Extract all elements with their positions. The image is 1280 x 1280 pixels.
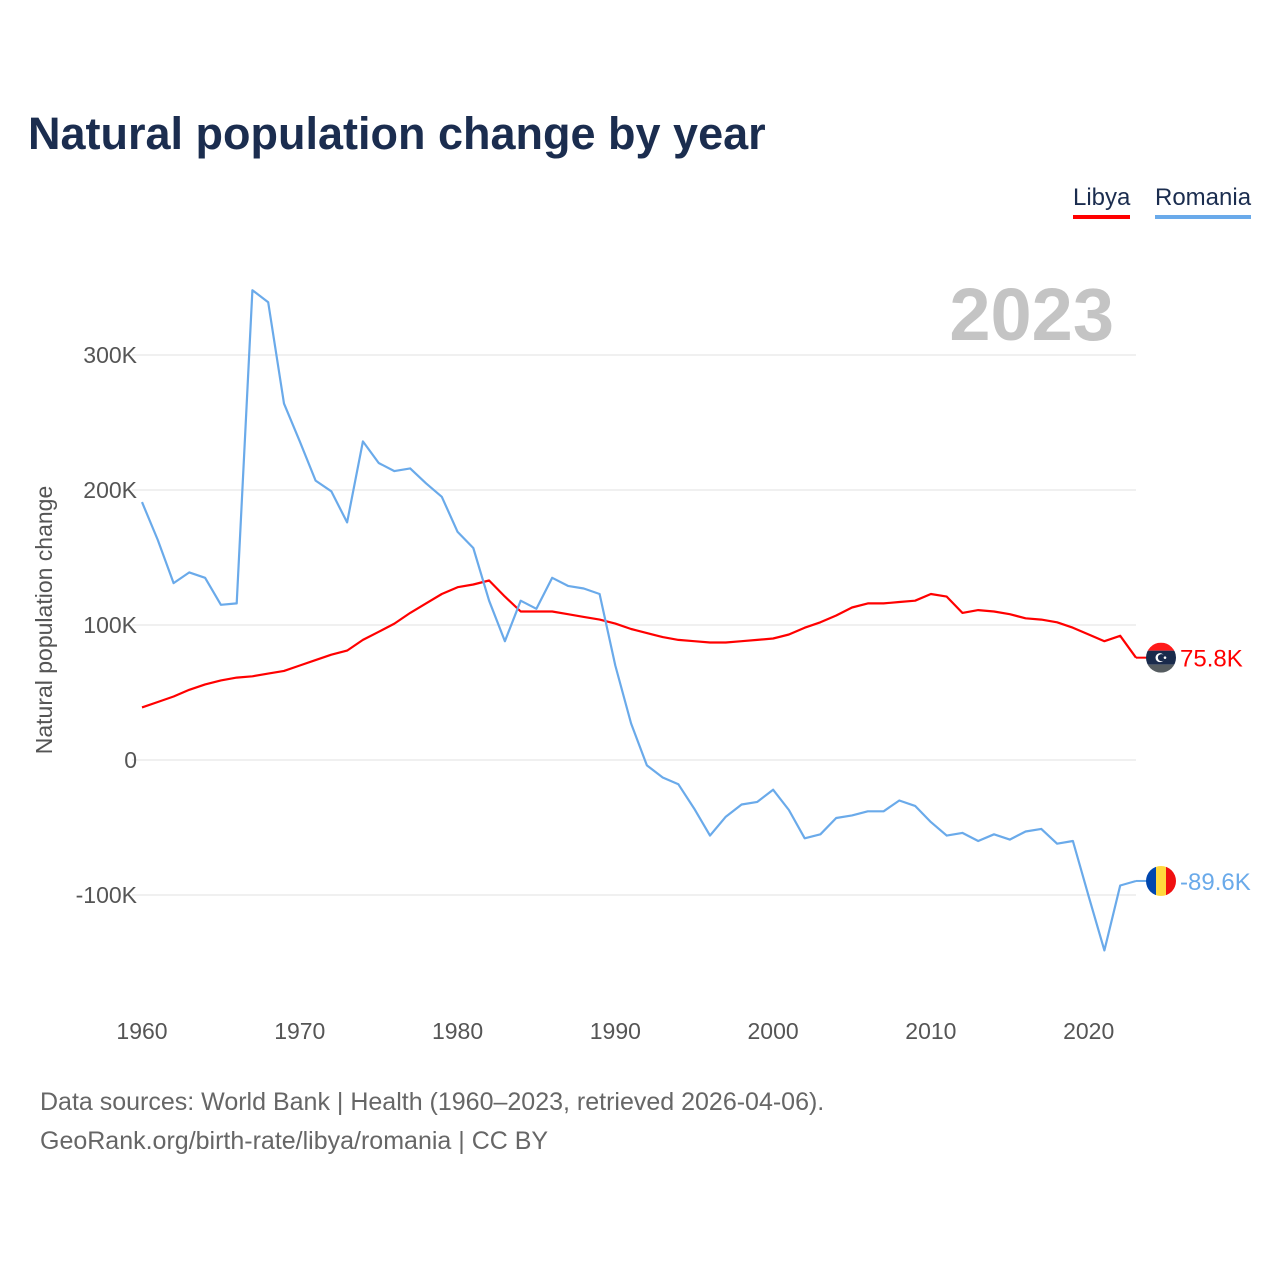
end-value-label-romania: -89.6K (1180, 869, 1251, 896)
libya-flag-icon (1146, 642, 1176, 673)
series-line-libya (141, 579, 1137, 709)
flag-stripe (1146, 664, 1176, 673)
star (1163, 656, 1167, 659)
y-tick-label: 0 (124, 747, 137, 773)
x-tick-label: 1970 (274, 1018, 325, 1044)
flag-body (1146, 865, 1176, 896)
flag-stripe (1166, 865, 1176, 896)
y-axis-label: Natural population change (31, 486, 57, 755)
x-tick-label: 2020 (1063, 1018, 1114, 1044)
crescent-cut (1157, 654, 1166, 662)
x-tick-label: 1990 (590, 1018, 641, 1044)
chart-title: Natural population change by year (28, 108, 766, 159)
x-tick-label: 1980 (432, 1018, 483, 1044)
flag-stripe (1156, 865, 1166, 896)
footer-sources: Data sources: World Bank | Health (1960–… (40, 1088, 825, 1116)
y-tick-label: 100K (83, 612, 137, 638)
romania-flag-icon (1146, 865, 1176, 896)
flag-stripe (1146, 865, 1156, 896)
x-tick-label: 2000 (748, 1018, 799, 1044)
y-tick-label: 300K (83, 342, 137, 368)
flag-stripe (1146, 642, 1176, 651)
legend-item-libya[interactable]: Libya (1073, 184, 1131, 219)
end-value-label-libya: 75.8K (1180, 646, 1243, 673)
year-badge: 2023 (949, 273, 1114, 356)
x-tick-label: 1960 (116, 1018, 167, 1044)
y-tick-label: 200K (83, 477, 137, 503)
series-line-romania (140, 289, 1137, 952)
y-tick-label: -100K (76, 882, 138, 908)
footer-attribution: GeoRank.org/birth-rate/libya/romania | C… (40, 1127, 549, 1155)
legend-item-romania[interactable]: Romania (1155, 184, 1252, 219)
x-tick-label: 2010 (905, 1018, 956, 1044)
flag-body (1146, 642, 1176, 673)
